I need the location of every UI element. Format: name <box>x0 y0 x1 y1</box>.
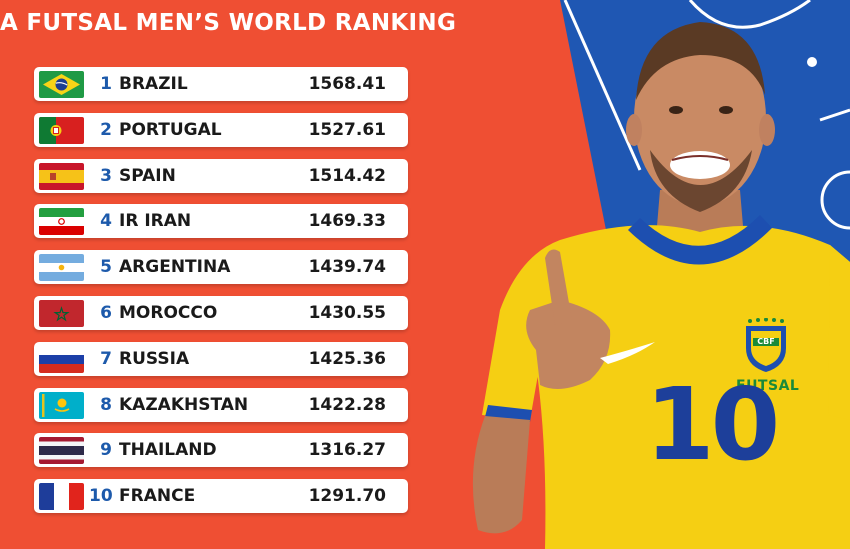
ranking-row: 4 IR IRAN 1469.33 <box>34 204 408 239</box>
country-name: THAILAND <box>119 440 217 461</box>
ranking-points: 1422.28 <box>308 394 386 415</box>
ranking-row: 3 SPAIN 1514.42 <box>34 158 408 193</box>
rank-number: 8 <box>100 394 112 415</box>
iran-flag-icon <box>39 208 84 236</box>
rank-number: 9 <box>100 440 112 461</box>
france-flag-icon <box>39 483 84 511</box>
portugal-flag-icon <box>39 116 84 144</box>
ranking-points: 1514.42 <box>308 165 386 186</box>
rank-number: 4 <box>100 211 112 232</box>
ranking-row: 1 BRAZIL 1568.41 <box>34 67 408 101</box>
country-name: RUSSIA <box>119 348 190 369</box>
crest-text: CBF <box>757 337 775 346</box>
country-name: BRAZIL <box>119 74 188 94</box>
rank-number: 3 <box>100 165 112 186</box>
ranking-row: 8 KAZAKHSTAN 1422.28 <box>34 387 408 422</box>
kazakhstan-flag-icon <box>39 391 84 419</box>
country-name: MOROCCO <box>119 303 218 323</box>
ranking-points: 1425.36 <box>308 348 386 369</box>
ranking-row: 9 THAILAND 1316.27 <box>34 433 408 468</box>
argentina-flag-icon <box>39 254 84 282</box>
rank-number: 1 <box>100 74 112 94</box>
cbf-crest-icon: CBF <box>742 317 790 374</box>
country-name: IR IRAN <box>119 211 192 232</box>
rank-number: 5 <box>100 257 112 278</box>
ranking-row: 7 RUSSIA 1425.36 <box>34 341 408 376</box>
ranking-row: 5 ARGENTINA 1439.74 <box>34 250 408 285</box>
brazil-flag-icon <box>39 71 84 98</box>
ranking-row: 2 PORTUGAL 1527.61 <box>34 112 408 147</box>
ranking-points: 1527.61 <box>308 119 386 140</box>
thailand-flag-icon <box>39 437 84 465</box>
ranking-points: 1469.33 <box>308 211 386 232</box>
country-name: SPAIN <box>119 165 176 186</box>
ranking-points: 1568.41 <box>308 74 386 94</box>
rank-number: 10 <box>89 486 113 507</box>
country-name: PORTUGAL <box>119 119 222 140</box>
ranking-row: 10 FRANCE 1291.70 <box>34 479 408 514</box>
ranking-row: 6 MOROCCO 1430.55 <box>34 296 408 330</box>
rank-number: 6 <box>100 303 112 323</box>
ranking-points: 1439.74 <box>308 257 386 278</box>
country-name: ARGENTINA <box>119 257 231 278</box>
jersey-chest-text: FUTSAL <box>736 378 800 394</box>
spain-flag-icon <box>39 162 84 190</box>
country-name: FRANCE <box>119 486 196 507</box>
country-name: KAZAKHSTAN <box>119 394 249 415</box>
page-title: A FUTSAL MEN’S WORLD RANKING <box>0 10 457 36</box>
ranking-points: 1430.55 <box>308 303 386 323</box>
jersey-number: 10 <box>645 366 780 483</box>
rank-number: 7 <box>100 348 112 369</box>
morocco-flag-icon <box>39 300 84 327</box>
rank-number: 2 <box>100 119 112 140</box>
ranking-points: 1316.27 <box>308 440 386 461</box>
ranking-points: 1291.70 <box>308 486 386 507</box>
russia-flag-icon <box>39 345 84 373</box>
